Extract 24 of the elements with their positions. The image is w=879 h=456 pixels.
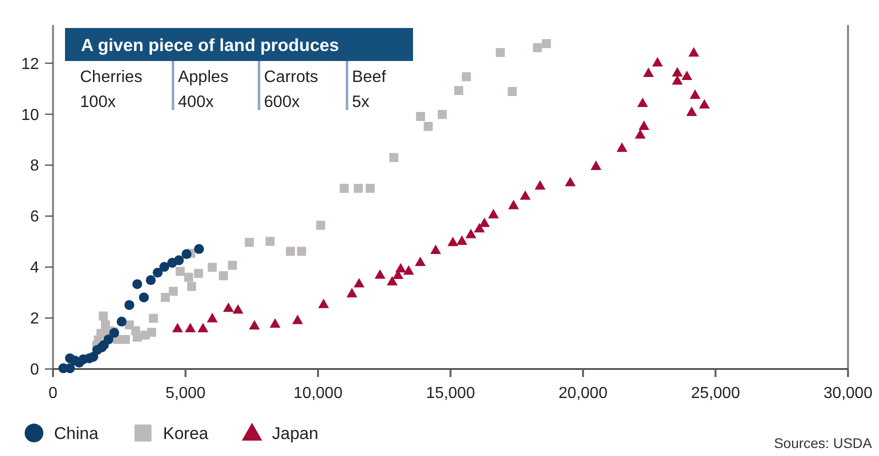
- x-tick-label: 0: [48, 385, 58, 402]
- source-note: Sources: USDA: [774, 435, 873, 451]
- y-tick-label: 4: [30, 260, 40, 277]
- y-tick-label: 8: [30, 158, 40, 175]
- x-tick-label: 30,000: [824, 385, 873, 402]
- y-tick-label: 2: [30, 310, 40, 328]
- y-tick-label: 12: [21, 56, 40, 73]
- x-tick-label: 20,000: [558, 385, 608, 402]
- annotation: Carrots 600x: [264, 68, 318, 111]
- x-tick-label: 5,000: [165, 385, 206, 402]
- legend-label: Japan: [272, 424, 318, 443]
- x-tick-label: 25,000: [691, 385, 740, 402]
- annotation: Beef 5x: [352, 68, 386, 111]
- y-tick-label: 0: [30, 362, 40, 379]
- annotation: A given piece of land produces: [81, 35, 340, 55]
- heading-box: A given piece of land produces: [65, 28, 413, 61]
- annotation: Cherries 100x: [80, 68, 142, 111]
- y-tick-label: 6: [30, 208, 40, 226]
- y-tick-label: 10: [21, 106, 40, 124]
- x-tick-label: 10,000: [294, 385, 343, 402]
- legend-label: Korea: [163, 424, 209, 443]
- annotation: Apples 400x: [178, 68, 228, 111]
- legend-label: China: [54, 424, 99, 443]
- x-tick-label: 15,000: [426, 385, 476, 402]
